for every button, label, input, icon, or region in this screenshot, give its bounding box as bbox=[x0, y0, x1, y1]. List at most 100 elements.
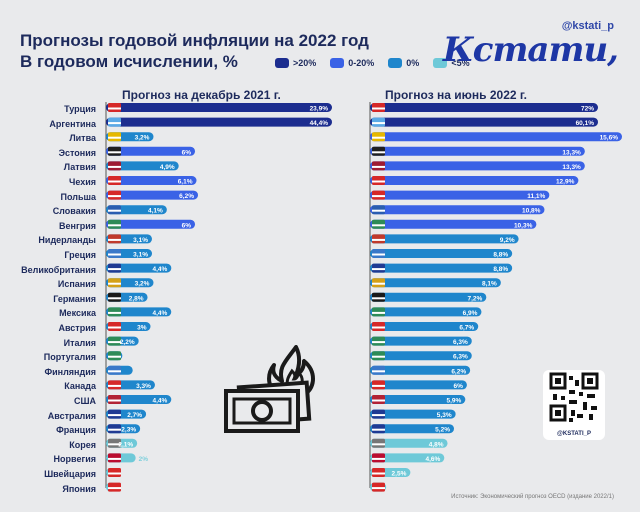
data-label: 3,1% bbox=[133, 237, 148, 244]
flag-stripe bbox=[372, 253, 385, 256]
flag-stripe bbox=[108, 443, 121, 446]
data-label: 5,2% bbox=[435, 427, 450, 434]
country-label: Корея bbox=[69, 439, 96, 450]
data-label: 60,1% bbox=[576, 120, 595, 127]
country-label: Латвия bbox=[63, 162, 96, 173]
flag-stripe bbox=[108, 180, 121, 183]
flag-stripe bbox=[372, 472, 385, 475]
data-label: 3,1% bbox=[133, 252, 148, 259]
flag-stripe bbox=[108, 253, 121, 256]
data-label: 3,3% bbox=[136, 383, 151, 390]
legend-swatch bbox=[275, 58, 289, 68]
bar bbox=[370, 307, 482, 317]
flag-stripe bbox=[108, 414, 121, 417]
bar bbox=[370, 409, 456, 419]
country-label: Эстония bbox=[58, 147, 96, 158]
data-label: 6,7% bbox=[459, 325, 474, 332]
data-label: 2,7% bbox=[127, 412, 142, 419]
flag-stripe bbox=[372, 238, 385, 241]
title-line-1: Прогнозы годовой инфляции на 2022 год bbox=[20, 31, 369, 50]
social-handle: @kstati_p bbox=[561, 20, 614, 32]
flag-stripe bbox=[108, 238, 121, 241]
right-panel-title: Прогноз на июнь 2022 г. bbox=[385, 88, 528, 102]
bar bbox=[370, 322, 479, 331]
bar bbox=[370, 438, 448, 448]
qr-label: @KSTATI_P bbox=[557, 431, 591, 437]
data-label: 4,4% bbox=[152, 398, 167, 405]
bar bbox=[106, 117, 332, 127]
flag-stripe bbox=[372, 384, 385, 387]
bar bbox=[370, 146, 585, 156]
flag-stripe bbox=[372, 457, 385, 460]
qr-code[interactable] bbox=[543, 370, 605, 440]
flag-stripe bbox=[108, 311, 121, 314]
country-label: Великобритания bbox=[21, 264, 96, 275]
data-label: 6% bbox=[182, 222, 192, 229]
country-label: Япония bbox=[62, 483, 96, 494]
flag-stripe bbox=[372, 151, 385, 154]
bar bbox=[370, 453, 445, 463]
country-label: Мексика bbox=[59, 308, 96, 319]
bar bbox=[370, 395, 466, 404]
flag-stripe bbox=[372, 282, 385, 285]
data-label: 2,3% bbox=[121, 427, 136, 434]
bar bbox=[370, 117, 598, 127]
country-label: Финляндия bbox=[44, 366, 96, 377]
bar bbox=[370, 263, 513, 273]
flag-stripe bbox=[372, 122, 385, 125]
flag-stripe bbox=[372, 180, 385, 183]
bar bbox=[370, 234, 519, 244]
country-label: Италия bbox=[63, 337, 96, 348]
flag-stripe bbox=[372, 224, 385, 227]
data-label: 6% bbox=[454, 383, 464, 390]
country-label: Польша bbox=[60, 191, 97, 202]
country-label: Греция bbox=[64, 250, 96, 260]
data-label: 23,9% bbox=[310, 106, 329, 113]
bar bbox=[370, 424, 454, 434]
bar bbox=[370, 336, 472, 346]
country-label: Франция bbox=[56, 425, 96, 436]
legend-item: >20% bbox=[275, 58, 316, 68]
flag-stripe bbox=[108, 428, 121, 431]
flag-stripe bbox=[372, 399, 385, 402]
data-label: 6,3% bbox=[453, 354, 468, 361]
data-label: 8,8% bbox=[493, 252, 508, 259]
bar bbox=[370, 278, 501, 288]
flag-stripe bbox=[108, 457, 121, 460]
data-label: 8,8% bbox=[493, 266, 508, 273]
flag-stripe bbox=[108, 122, 121, 125]
bar bbox=[106, 103, 332, 112]
country-label: Словакия bbox=[52, 206, 96, 217]
bar bbox=[370, 380, 467, 390]
bar bbox=[370, 292, 487, 302]
bar bbox=[106, 395, 172, 404]
flag-stripe bbox=[372, 136, 385, 139]
data-label: 6,2% bbox=[451, 368, 466, 375]
flag-stripe bbox=[372, 326, 385, 329]
flag-stripe bbox=[372, 107, 385, 110]
country-label: Германия bbox=[53, 293, 96, 304]
flag-stripe bbox=[372, 428, 385, 431]
flag-stripe bbox=[108, 326, 121, 329]
data-label: 7,2% bbox=[467, 295, 482, 302]
legend-swatch bbox=[388, 58, 403, 68]
data-label: 11,1% bbox=[527, 193, 545, 200]
data-label: 2,1% bbox=[118, 441, 133, 448]
country-label: Венгрия bbox=[59, 220, 96, 231]
brand-logo: Кстати, bbox=[442, 30, 619, 70]
flag-stripe bbox=[372, 297, 385, 300]
bar bbox=[370, 132, 622, 142]
legend-item: 0-20% bbox=[330, 58, 374, 68]
flag-stripe bbox=[108, 107, 121, 110]
flag-stripe bbox=[372, 487, 385, 490]
legend: >20% 0-20% 0% <5% bbox=[275, 58, 478, 68]
bar bbox=[370, 190, 550, 200]
flag-stripe bbox=[108, 282, 121, 285]
flag-stripe bbox=[108, 151, 121, 154]
data-label: 6,3% bbox=[453, 339, 468, 346]
bar bbox=[370, 365, 471, 375]
flag-stripe bbox=[108, 224, 121, 227]
flag-stripe bbox=[108, 370, 121, 373]
data-label: 3% bbox=[137, 325, 147, 332]
data-label: 44,4% bbox=[310, 120, 329, 127]
